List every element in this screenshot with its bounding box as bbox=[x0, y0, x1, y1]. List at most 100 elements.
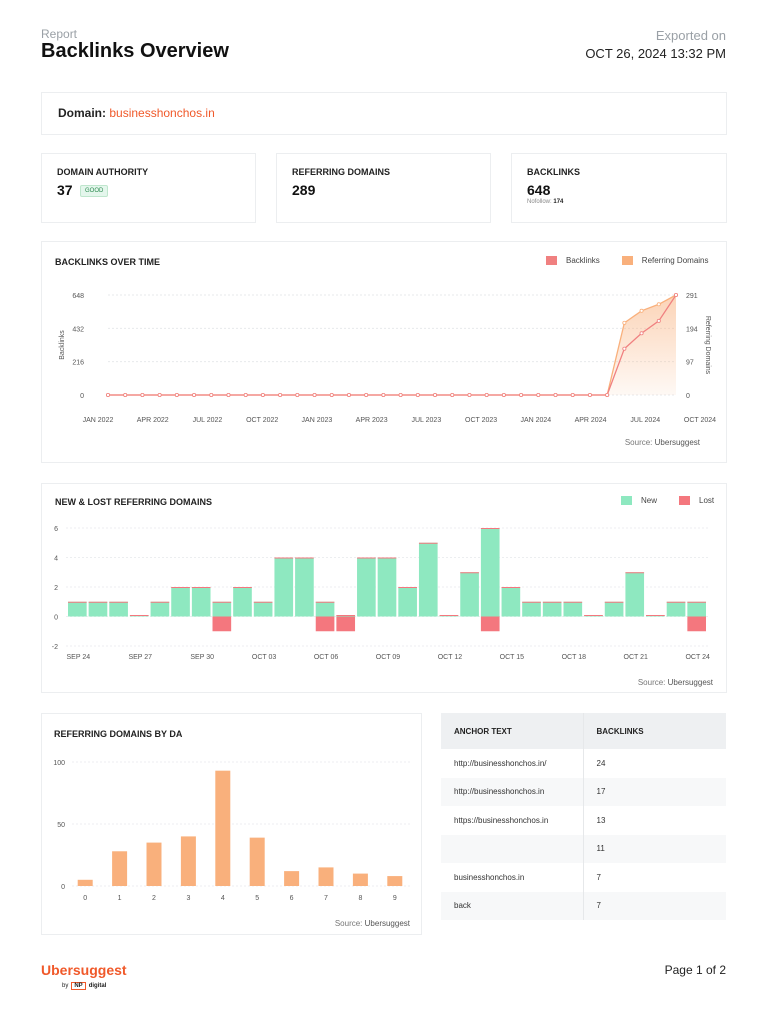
backlinks-point bbox=[674, 292, 679, 297]
backlinks-point bbox=[450, 393, 455, 398]
lost-bar bbox=[480, 616, 500, 632]
domain-authority-card: DOMAIN AUTHORITY 37 GOOD bbox=[41, 153, 256, 223]
new-bar bbox=[233, 587, 252, 617]
new-bar-cap bbox=[212, 601, 232, 603]
new-bar-cap bbox=[88, 601, 108, 603]
new-bar bbox=[460, 572, 479, 617]
x-tick-label: APR 2023 bbox=[356, 417, 388, 424]
new-bar bbox=[501, 587, 521, 617]
backlinks-point bbox=[570, 393, 575, 398]
x-tick-label: 2 bbox=[152, 895, 156, 902]
chart-title: BACKLINKS OVER TIME bbox=[55, 257, 161, 267]
new-bar-cap bbox=[687, 601, 706, 603]
x-tick-label: 1 bbox=[118, 895, 122, 902]
x-tick-label: APR 2024 bbox=[575, 417, 607, 424]
domain-authority-label: DOMAIN AUTHORITY bbox=[57, 167, 149, 177]
x-tick-label: OCT 06 bbox=[314, 654, 338, 661]
lost-bar bbox=[336, 616, 356, 632]
new-bar-cap bbox=[336, 615, 356, 616]
column-header-backlinks: BACKLINKS bbox=[582, 713, 726, 749]
chart-source: Source: Ubersuggest bbox=[625, 438, 700, 447]
table-row: back 7 bbox=[441, 891, 726, 920]
exported-label: Exported on bbox=[655, 28, 726, 43]
new-bar-cap bbox=[625, 572, 645, 574]
new-bar-cap bbox=[460, 572, 479, 574]
new-bar-cap bbox=[68, 601, 87, 603]
x-tick-label: APR 2022 bbox=[137, 417, 169, 424]
y-tick-label: 6 bbox=[54, 526, 58, 533]
legend-swatch-referring bbox=[621, 256, 633, 265]
source-label: Source: bbox=[624, 438, 653, 447]
referring-domains-area bbox=[108, 295, 676, 395]
y-tick-label: 100 bbox=[53, 760, 65, 767]
backlinks-point bbox=[553, 393, 558, 398]
domain-link[interactable]: businesshonchos.in bbox=[109, 106, 215, 120]
domains-by-da-bar-chart: 0 50 100 0 1 2 3 4 5 6 7 8 9 bbox=[53, 760, 412, 902]
new-bar bbox=[295, 557, 314, 617]
legend-swatch-lost bbox=[679, 496, 691, 505]
new-bar-cap bbox=[563, 601, 583, 603]
backlinks-point bbox=[123, 393, 128, 398]
da-bar bbox=[146, 842, 162, 886]
new-bar bbox=[398, 587, 417, 617]
x-tick-label: JUL 2024 bbox=[630, 417, 660, 424]
new-bar-cap bbox=[522, 601, 541, 603]
backlinks-point bbox=[622, 346, 627, 351]
backlinks-point bbox=[209, 393, 214, 398]
new-bar bbox=[542, 601, 562, 617]
x-tick-label: OCT 12 bbox=[438, 654, 462, 661]
new-lost-bar-chart: -2 0 2 4 6 SEP 24 SEP 27 SEP 30 OCT 03 OCT 06 OCT … bbox=[52, 526, 710, 661]
x-tick-label: SEP 30 bbox=[190, 654, 214, 661]
lost-bar bbox=[315, 616, 335, 632]
new-bar bbox=[357, 557, 376, 617]
new-bar bbox=[625, 572, 645, 617]
backlinks-over-time-card: BACKLINKS OVER TIME Backlinks Referring … bbox=[41, 241, 727, 463]
y-tick-label: 648 bbox=[72, 293, 84, 300]
y-tick-label: 0 bbox=[61, 884, 65, 891]
brand-logo: Ubersuggest bbox=[41, 962, 127, 978]
new-bar bbox=[522, 601, 541, 617]
y-tick-label: 0 bbox=[54, 615, 58, 622]
x-tick-label: 6 bbox=[290, 895, 294, 902]
backlinks-point bbox=[364, 393, 369, 398]
new-bar-cap bbox=[666, 601, 686, 603]
new-bar bbox=[191, 587, 211, 617]
new-bar-cap bbox=[295, 557, 314, 559]
new-bar-cap bbox=[357, 557, 376, 559]
anchor-text-cell bbox=[441, 834, 583, 863]
x-tick-label: OCT 15 bbox=[500, 654, 524, 661]
np-logo: NP bbox=[71, 982, 86, 990]
new-bar bbox=[88, 601, 108, 617]
x-tick-label: 3 bbox=[186, 895, 190, 902]
anchor-text-cell: https://businesshonchos.in bbox=[454, 815, 549, 825]
new-bar-cap bbox=[646, 615, 665, 616]
backlinks-point bbox=[192, 393, 197, 398]
new-bar bbox=[418, 542, 438, 617]
y-tick-label: 2 bbox=[54, 585, 58, 592]
backlinks-point bbox=[467, 393, 472, 398]
referring-domains-card: REFERRING DOMAINS 289 bbox=[276, 153, 491, 223]
backlinks-cell: 7 bbox=[582, 863, 726, 892]
backlinks-point bbox=[106, 393, 111, 398]
exported-date: OCT 26, 2024 13:32 PM bbox=[585, 46, 726, 61]
backlinks-point bbox=[519, 393, 524, 398]
chart-source: Source: Ubersuggest bbox=[638, 678, 713, 687]
new-bar-cap bbox=[171, 587, 190, 588]
backlinks-point bbox=[140, 393, 145, 398]
x-tick-label: JAN 2024 bbox=[520, 417, 551, 424]
x-tick-label: JUL 2023 bbox=[412, 417, 442, 424]
new-bar-cap bbox=[439, 615, 459, 616]
nofollow-value: 174 bbox=[553, 199, 564, 205]
new-bar bbox=[171, 587, 190, 617]
new-bar bbox=[274, 557, 294, 617]
backlinks-cell: 13 bbox=[582, 806, 726, 835]
y2-tick-label: 0 bbox=[686, 393, 690, 400]
backlinks-cell: 11 bbox=[582, 834, 726, 863]
backlinks-cell: 17 bbox=[582, 777, 726, 806]
da-bar bbox=[352, 873, 368, 886]
x-tick-label: SEP 24 bbox=[67, 654, 91, 661]
new-bar-cap bbox=[191, 587, 211, 588]
x-tick-label: OCT 24 bbox=[685, 654, 709, 661]
new-bar-cap bbox=[129, 615, 149, 616]
backlinks-line bbox=[108, 294, 677, 396]
